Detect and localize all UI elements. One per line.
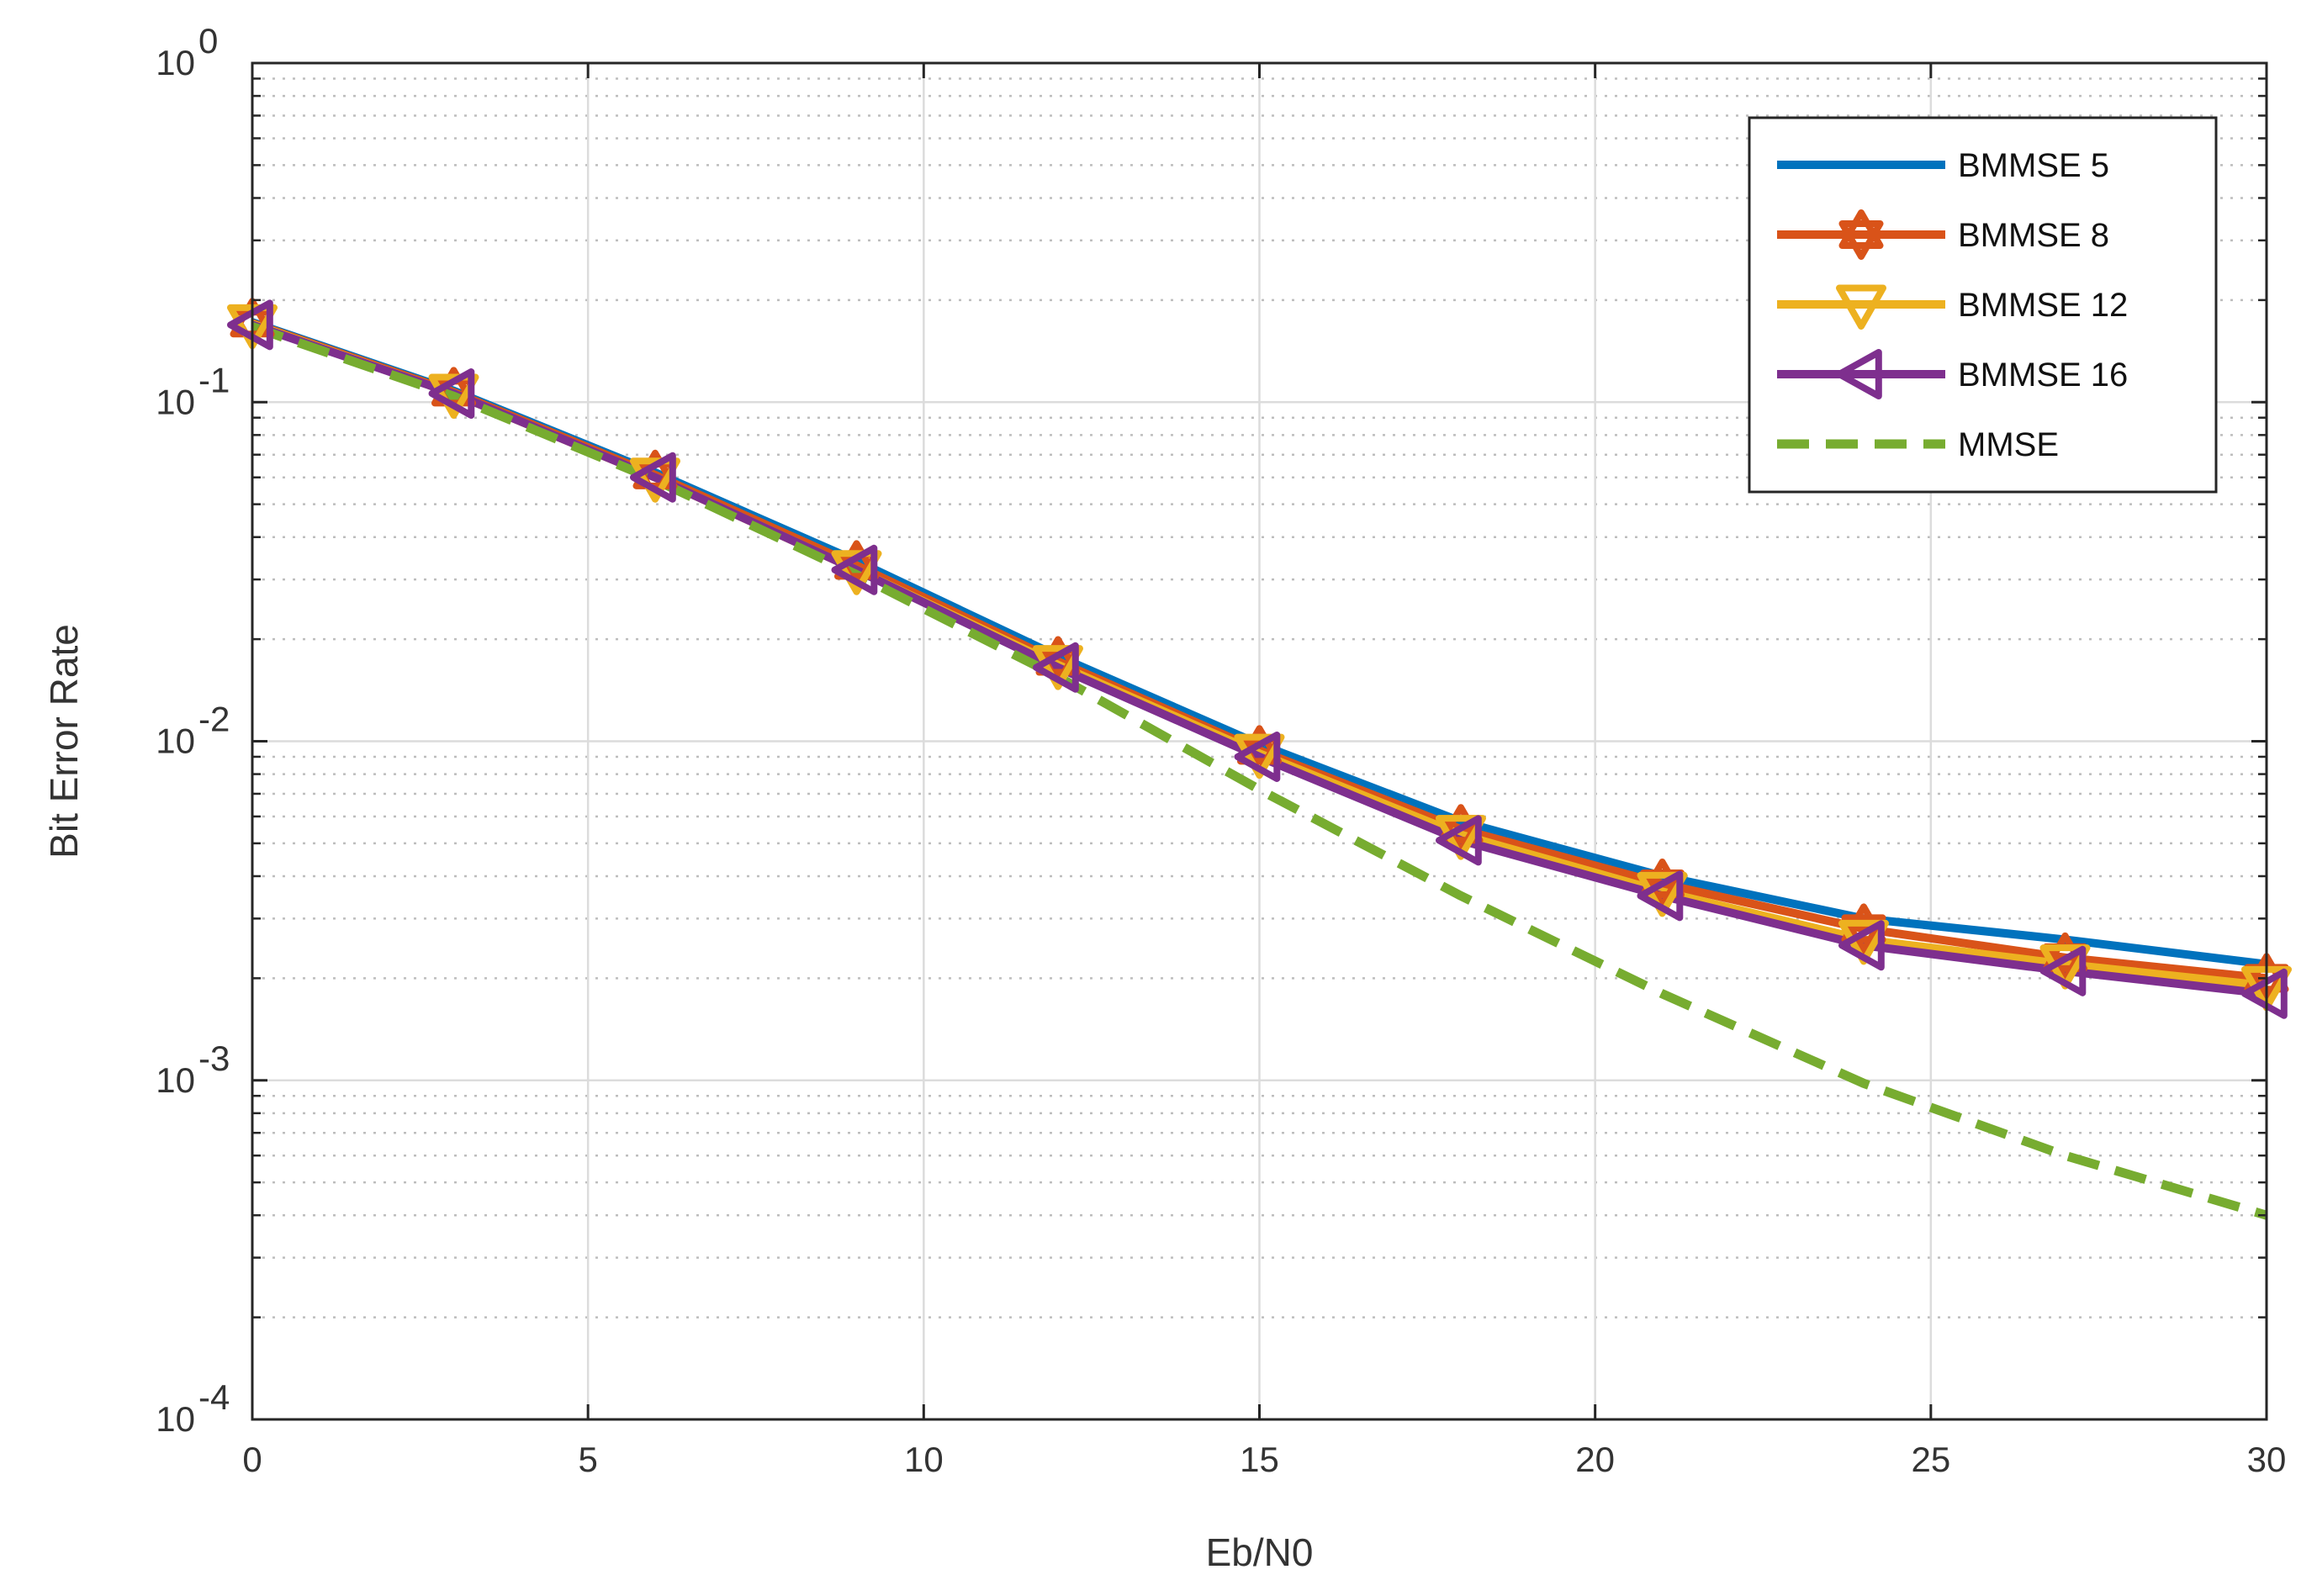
x-tick-label: 10 — [904, 1440, 944, 1479]
series-marker — [2039, 945, 2087, 996]
legend-label: BMMSE 5 — [1958, 147, 2109, 184]
series-marker — [1637, 870, 1684, 922]
series-line-mmse — [251, 322, 2268, 1220]
legend-swatch-marker — [1836, 349, 1882, 399]
y-tick-label: 10 — [156, 1399, 195, 1439]
y-tick-label: 10 — [156, 43, 195, 82]
legend-swatch-marker — [1836, 284, 1886, 330]
series-marker — [1838, 920, 1885, 971]
series-marker — [1033, 645, 1083, 690]
y-tick-exponent: 0 — [198, 21, 218, 61]
legend-label: BMMSE 8 — [1958, 217, 2109, 254]
y-axis-title: Bit Error Rate — [42, 624, 86, 859]
series-marker — [630, 452, 676, 503]
y-tick-exponent: -4 — [198, 1377, 230, 1417]
series-marker — [2241, 968, 2288, 1019]
series-marker — [1033, 642, 1079, 693]
series-marker — [1234, 731, 1281, 782]
y-tick-label: 10 — [156, 382, 195, 421]
x-tick-label: 0 — [242, 1440, 262, 1479]
y-tick-label: 10 — [156, 1060, 195, 1100]
legend-label: MMSE — [1958, 426, 2059, 463]
x-tick-label: 20 — [1575, 1440, 1615, 1479]
series-marker — [1436, 815, 1482, 866]
x-tick-label: 5 — [578, 1440, 597, 1479]
y-tick-label: 10 — [156, 721, 195, 761]
series-marker — [1637, 871, 1688, 917]
series-marker — [831, 544, 878, 595]
y-tick-exponent: -3 — [198, 1038, 230, 1078]
series-lines — [251, 318, 2268, 1220]
x-tick-label: 25 — [1911, 1440, 1950, 1479]
legend-label: BMMSE 12 — [1958, 287, 2128, 324]
series-marker — [428, 368, 475, 420]
x-tick-label: 15 — [1240, 1440, 1279, 1479]
series-marker — [1234, 733, 1285, 780]
y-tick-exponent: -2 — [198, 700, 230, 739]
series-marker — [227, 299, 273, 351]
y-tick-exponent: -1 — [198, 360, 230, 399]
legend-swatch-marker — [1838, 209, 1884, 260]
legend-label: BMMSE 16 — [1958, 357, 2128, 394]
x-axis-title: Eb/N0 — [1206, 1530, 1314, 1574]
x-tick-label: 30 — [2247, 1440, 2287, 1479]
legend: BMMSE 5 BMMSE 8 BMMSE 12 BMMSE 16 MMSE — [1748, 116, 2218, 494]
